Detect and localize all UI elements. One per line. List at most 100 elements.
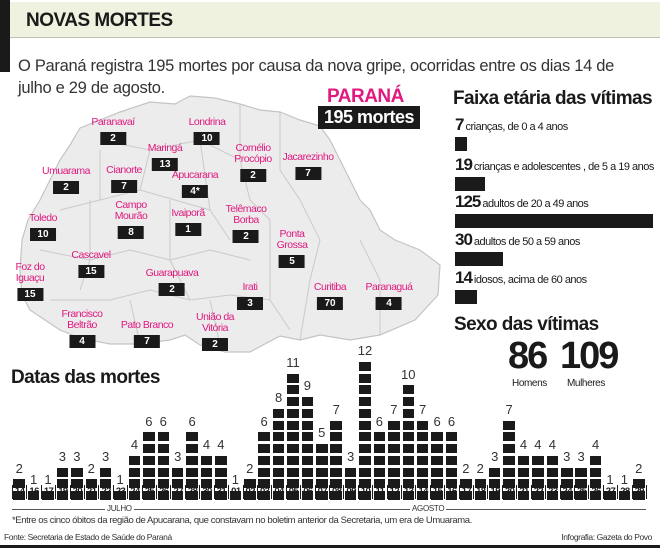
death-block — [460, 491, 472, 500]
date-tick-label: 08 — [330, 485, 345, 499]
date-value-label: 2 — [635, 460, 643, 476]
death-block — [258, 491, 270, 500]
header-band: NOVAS MORTES — [10, 2, 660, 38]
date-column: 12 — [357, 343, 373, 500]
region-death-count: 15 — [16, 288, 43, 301]
date-tick-label: 24 — [128, 485, 143, 499]
death-block — [575, 479, 587, 489]
date-value-label: 7 — [505, 401, 513, 417]
death-block — [287, 455, 299, 465]
death-block — [128, 479, 141, 489]
death-block — [330, 432, 342, 442]
age-group-label: crianças e adolescentes , de 5 a 19 anos — [473, 161, 654, 173]
death-block — [503, 432, 515, 442]
age-group-count: 14 — [455, 268, 473, 287]
death-block — [128, 491, 141, 500]
death-block — [272, 432, 285, 442]
intro-text: O Paraná registra 195 mortes por causa d… — [18, 57, 615, 97]
date-tick-label: 17 — [460, 485, 475, 499]
death-block — [633, 479, 645, 489]
death-block — [503, 444, 515, 453]
date-column: 2 — [13, 461, 25, 500]
date-value-label: 7 — [419, 401, 427, 417]
date-column: 6 — [143, 414, 155, 500]
death-block — [402, 455, 414, 465]
region-label: Apucarana 4* — [172, 170, 219, 199]
death-block — [143, 444, 155, 453]
date-tick-label: 02 — [244, 485, 258, 499]
region-death-count: 2 — [100, 132, 126, 145]
date-value-label: 6 — [433, 413, 441, 429]
death-block — [402, 479, 414, 489]
death-block — [143, 491, 155, 500]
date-tick-label: 23 — [546, 485, 561, 499]
date-column: 4 — [200, 437, 213, 500]
date-value-label: 12 — [357, 343, 373, 358]
date-value-label: 1 — [606, 472, 614, 488]
death-block — [287, 408, 299, 418]
date-column: 1 — [27, 473, 40, 500]
death-block — [546, 455, 559, 465]
death-block — [143, 479, 155, 489]
date-column: 1 — [42, 473, 54, 500]
date-tick-label: 21 — [85, 485, 100, 499]
death-block — [431, 467, 443, 477]
region-label: Londrina 10 — [189, 117, 226, 146]
region-label: União da Vitória 2 — [196, 312, 235, 352]
death-block — [287, 467, 299, 477]
death-block — [589, 491, 602, 500]
death-block — [287, 385, 299, 395]
age-group-bar — [455, 252, 503, 266]
region-name: Pato Branco — [120, 319, 174, 331]
date-tick-label: 21 — [517, 485, 532, 499]
death-block — [517, 491, 530, 500]
death-block — [287, 420, 299, 430]
death-block — [186, 455, 198, 465]
death-block — [416, 455, 429, 465]
date-value-label: 6 — [447, 413, 456, 429]
date-value-label: 3 — [577, 448, 585, 464]
death-block — [359, 467, 371, 477]
date-value-label: 1 — [620, 472, 628, 488]
death-block — [388, 420, 400, 430]
date-column: 1 — [604, 473, 616, 500]
death-block — [359, 479, 371, 489]
date-tick-label: 22 — [99, 485, 114, 499]
death-block — [200, 479, 213, 489]
death-block — [42, 491, 54, 500]
death-block — [359, 361, 371, 371]
header-accent-bar — [0, 0, 10, 72]
death-block — [532, 479, 544, 489]
date-value-label: 7 — [332, 401, 340, 417]
date-tick-label: 27 — [604, 485, 619, 499]
age-group-bar — [455, 290, 477, 304]
date-value-label: 8 — [274, 390, 283, 405]
death-block — [258, 467, 270, 477]
region-death-count: 7 — [133, 335, 160, 348]
date-column: 4 — [215, 438, 227, 500]
age-group-bar — [455, 214, 653, 228]
death-block — [546, 491, 559, 500]
death-block — [388, 467, 400, 477]
dates-bar-chart: 2 1 1 3 3 2 3 1 4 6 6 3 6 4 4 1 2 6 8 11 9 5 7 3 12 6 7 10 7 6 6 2 2 3 7 4 4… — [12, 330, 646, 500]
death-block — [13, 479, 25, 489]
date-column: 3 — [56, 449, 69, 500]
women-count: 109 — [560, 335, 619, 377]
date-value-label: 4 — [202, 437, 211, 452]
source-credit: Fonte: Secretaria de Estado de Saúde do … — [4, 532, 172, 542]
death-block — [359, 455, 371, 465]
death-block — [56, 491, 69, 500]
date-value-label: 2 — [476, 460, 484, 476]
date-column: 11 — [286, 355, 300, 500]
region-name: Londrina — [188, 116, 226, 128]
death-block — [330, 420, 342, 430]
date-value-label: 10 — [401, 366, 416, 382]
region-name: Cascavel — [71, 249, 111, 261]
date-tick-label: 03 — [258, 485, 273, 499]
region-name: Cornélio Procópio — [234, 142, 272, 165]
death-block — [373, 455, 386, 465]
death-block — [215, 467, 227, 477]
death-block — [330, 444, 342, 453]
region-name: Ivaiporã — [171, 207, 205, 219]
death-block — [532, 491, 544, 500]
